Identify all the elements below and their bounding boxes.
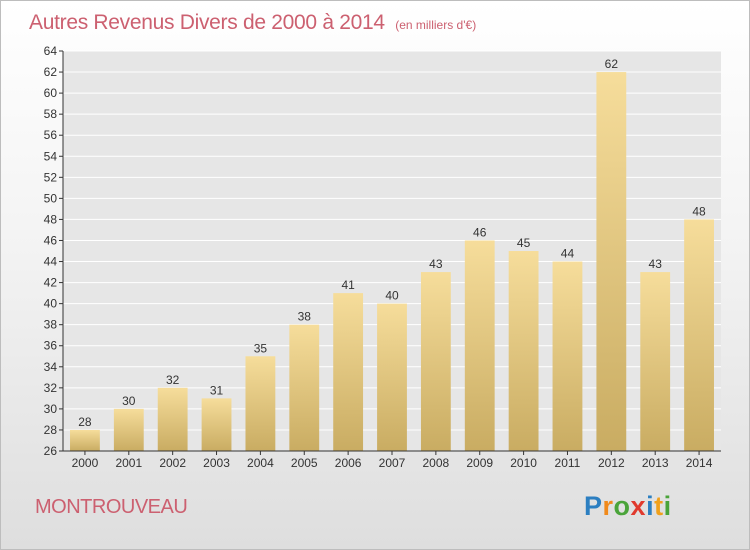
bar <box>552 261 583 451</box>
x-tick-label: 2007 <box>379 456 406 470</box>
y-tick-label: 28 <box>44 423 58 437</box>
bar-value-label: 30 <box>122 394 136 408</box>
x-tick-label: 2013 <box>642 456 669 470</box>
y-tick-label: 64 <box>44 44 58 58</box>
x-tick-label: 2009 <box>466 456 493 470</box>
bar <box>70 429 100 451</box>
bar-value-label: 45 <box>517 236 531 250</box>
bar <box>596 72 627 451</box>
bar <box>684 219 714 451</box>
x-tick-label: 2001 <box>115 456 142 470</box>
bar-value-label: 48 <box>692 204 706 218</box>
bar <box>157 387 188 451</box>
proxiti-logo: Proxiti <box>584 491 672 522</box>
logo-letter: o <box>613 491 631 521</box>
y-tick-label: 38 <box>44 318 58 332</box>
bar-value-label: 32 <box>166 373 180 387</box>
x-tick-label: 2003 <box>203 456 230 470</box>
bar-value-label: 43 <box>649 257 663 271</box>
bar <box>464 240 495 451</box>
y-tick-label: 44 <box>44 255 58 269</box>
bar <box>289 324 320 451</box>
bar-value-label: 38 <box>298 310 312 324</box>
x-tick-label: 2005 <box>291 456 318 470</box>
y-tick-label: 36 <box>44 339 58 353</box>
bar-value-label: 41 <box>341 278 355 292</box>
y-tick-label: 50 <box>44 191 58 205</box>
logo-letter: t <box>654 491 664 521</box>
x-tick-label: 2010 <box>510 456 537 470</box>
bar-value-label: 35 <box>254 341 268 355</box>
bar <box>245 356 276 451</box>
bar-value-label: 40 <box>385 289 399 303</box>
y-tick-label: 26 <box>44 444 58 458</box>
x-tick-label: 2012 <box>598 456 625 470</box>
y-tick-label: 48 <box>44 212 58 226</box>
y-tick-label: 30 <box>44 402 58 416</box>
y-tick-label: 56 <box>44 128 58 142</box>
logo-letter: x <box>630 491 647 521</box>
logo-letter: P <box>584 491 603 521</box>
bar <box>420 272 451 451</box>
x-tick-label: 2002 <box>159 456 186 470</box>
y-tick-label: 46 <box>44 233 58 247</box>
y-tick-label: 42 <box>44 276 58 290</box>
y-tick-label: 32 <box>44 381 58 395</box>
bar-value-label: 62 <box>605 57 619 71</box>
bar-value-label: 46 <box>473 225 487 239</box>
bar <box>201 398 232 451</box>
x-tick-label: 2000 <box>72 456 99 470</box>
y-tick-label: 40 <box>44 297 58 311</box>
x-tick-label: 2006 <box>335 456 362 470</box>
x-tick-label: 2011 <box>555 456 581 470</box>
chart-title-main: Autres Revenus Divers de 2000 à 2014 <box>29 11 385 34</box>
y-tick-label: 58 <box>44 107 58 121</box>
bar <box>333 293 364 451</box>
x-tick-label: 2014 <box>686 456 713 470</box>
x-tick-label: 2004 <box>247 456 274 470</box>
bar-value-label: 44 <box>561 247 575 261</box>
bar-value-label: 31 <box>210 383 224 397</box>
bar-value-label: 43 <box>429 257 443 271</box>
chart-title: Autres Revenus Divers de 2000 à 2014 (en… <box>29 11 476 35</box>
y-tick-label: 52 <box>44 170 58 184</box>
y-tick-label: 34 <box>44 360 58 374</box>
bar <box>113 408 144 451</box>
y-tick-label: 62 <box>44 65 58 79</box>
bar-value-label: 28 <box>78 415 92 429</box>
chart-title-unit: (en milliers d'€) <box>395 18 477 32</box>
y-tick-label: 54 <box>44 149 58 163</box>
bar <box>640 272 671 451</box>
y-tick-label: 60 <box>44 86 58 100</box>
logo-letter: r <box>602 491 614 521</box>
logo-letter: i <box>646 491 655 521</box>
x-tick-label: 2008 <box>423 456 450 470</box>
bar <box>508 251 539 451</box>
logo-letter: i <box>663 491 672 521</box>
commune-name: MONTROUVEAU <box>35 496 188 518</box>
bar <box>377 303 407 451</box>
